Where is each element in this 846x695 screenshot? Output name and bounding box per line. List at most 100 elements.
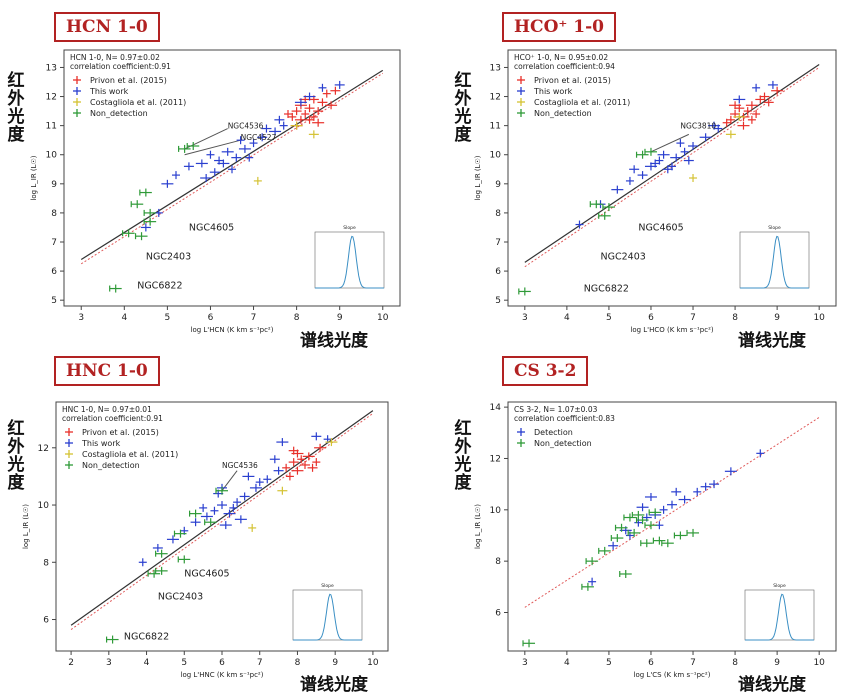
x-tick-label: 4 (564, 313, 570, 323)
data-point-non_detection (143, 208, 157, 217)
data-point-costagliola (689, 174, 698, 182)
data-point-non_detection (173, 529, 187, 538)
scatter-plot-hnc: 2 3 4 5 6 7 8 9 10 6 8 10 12 log L'HNC (K km s⁻¹pc²) l… (22, 401, 389, 679)
data-point-this_work (625, 176, 634, 185)
x-tick-label: 4 (121, 313, 127, 323)
legend-item-priyon: Privon et al. (2015) (73, 76, 167, 85)
fit-line-black (70, 410, 374, 626)
legend-label: Costagliola et al. (2011) (90, 98, 186, 107)
y-tick-label: 7 (495, 238, 501, 248)
x-axis-label: log L'HNC (K km s⁻¹pc²) (181, 671, 264, 679)
fit-line-black (80, 69, 384, 260)
data-point-priyon (282, 463, 291, 472)
annotation-label: NGC4536 (228, 122, 264, 131)
data-point-non_detection (648, 508, 662, 517)
stats-text: HNC 1-0, N= 0.97±0.01 (62, 405, 152, 414)
data-point-this_work (294, 98, 307, 107)
y-tick-label: 10 (490, 506, 502, 516)
data-point-costagliola (248, 523, 257, 532)
legend-item-non_detection: Non_detection (73, 109, 148, 118)
data-point-this_work (261, 124, 272, 133)
y-tick-label: 6 (43, 616, 49, 626)
data-point-non_detection (686, 528, 700, 537)
annotation-label: NGC4527 (241, 133, 277, 142)
x-tick-label: 8 (732, 313, 738, 323)
data-point-non_detection (155, 566, 168, 575)
data-point-this_work (166, 535, 179, 544)
inset-title: Slope (343, 225, 356, 231)
data-point-non_detection (178, 144, 191, 153)
data-point-non_detection (610, 534, 624, 543)
x-tick-label: 7 (690, 658, 696, 668)
data-point-priyon (313, 107, 324, 116)
data-point-this_work (274, 115, 285, 124)
legend-label: This work (533, 87, 573, 96)
y-tick-label: 8 (51, 209, 57, 219)
data-point-detection (724, 467, 737, 476)
x-tick-label: 9 (774, 658, 780, 668)
corr-text: correlation coefficient:0.83 (514, 414, 615, 423)
data-point-this_work (249, 139, 258, 148)
data-point-this_work (318, 83, 327, 92)
data-point-this_work (683, 156, 694, 165)
data-point-costagliola (290, 121, 303, 130)
data-point-this_work (269, 127, 282, 136)
y-axis-chinese-label: 红外光度 (7, 71, 25, 145)
legend-label: Privon et al. (2015) (90, 76, 167, 85)
data-point-non_detection (627, 528, 641, 537)
data-point-this_work (172, 171, 180, 180)
data-point-this_work (221, 147, 234, 156)
data-point-priyon (317, 98, 328, 107)
data-point-priyon (288, 112, 297, 121)
annotation-label: NGC2403 (601, 251, 646, 262)
legend-label: Non_detection (534, 439, 592, 448)
data-point-non_detection (589, 200, 603, 209)
data-point-this_work (279, 121, 288, 130)
data-point-this_work (210, 506, 219, 515)
data-point-detection (756, 449, 765, 458)
x-tick-label: 3 (522, 658, 528, 668)
legend-label: Non_detection (90, 109, 148, 118)
data-point-non_detection (147, 569, 161, 578)
x-tick-label: 7 (257, 658, 263, 668)
x-tick-label: 6 (648, 313, 654, 323)
y-tick-label: 6 (51, 267, 57, 277)
x-tick-label: 5 (606, 313, 612, 323)
data-point-detection (709, 480, 720, 489)
data-point-this_work (629, 165, 640, 174)
x-tick-label: 6 (219, 658, 225, 668)
data-point-priyon (325, 101, 338, 110)
data-point-priyon (314, 443, 327, 452)
data-point-this_work (238, 144, 251, 153)
data-point-non_detection (177, 555, 191, 564)
legend-item-costagliola: Costagliola et al. (2011) (65, 450, 178, 459)
data-point-detection (667, 500, 677, 509)
data-point-priyon (763, 98, 774, 107)
data-point-priyon (745, 101, 758, 110)
legend-label: Non_detection (534, 109, 592, 118)
x-tick-label: 9 (774, 313, 780, 323)
inset-frame (739, 231, 810, 289)
data-point-this_work (255, 478, 264, 487)
data-point-this_work (269, 455, 280, 464)
corr-text: correlation coefficient:0.94 (514, 62, 615, 71)
data-point-priyon (300, 460, 310, 469)
annotation-label: NGC4536 (222, 461, 258, 470)
x-tick-label: 6 (208, 313, 214, 323)
legend-item-non_detection: Non_detection (517, 439, 592, 448)
data-point-detection (700, 482, 711, 491)
data-point-non_detection (122, 229, 135, 238)
data-point-this_work (236, 136, 245, 145)
data-point-priyon (309, 112, 318, 121)
y-tick-label: 6 (495, 608, 501, 618)
data-point-priyon (297, 455, 306, 464)
corr-text: correlation coefficient:0.91 (70, 62, 171, 71)
legend-item-this_work: This work (73, 87, 129, 96)
y-tick-label: 13 (46, 63, 57, 73)
y-tick-label: 14 (490, 403, 502, 413)
legend-label: Privon et al. (2015) (82, 428, 159, 437)
data-point-this_work (233, 498, 242, 507)
data-point-non_detection (602, 203, 615, 212)
y-tick-label: 12 (490, 93, 501, 103)
fit-line-red (70, 413, 374, 630)
